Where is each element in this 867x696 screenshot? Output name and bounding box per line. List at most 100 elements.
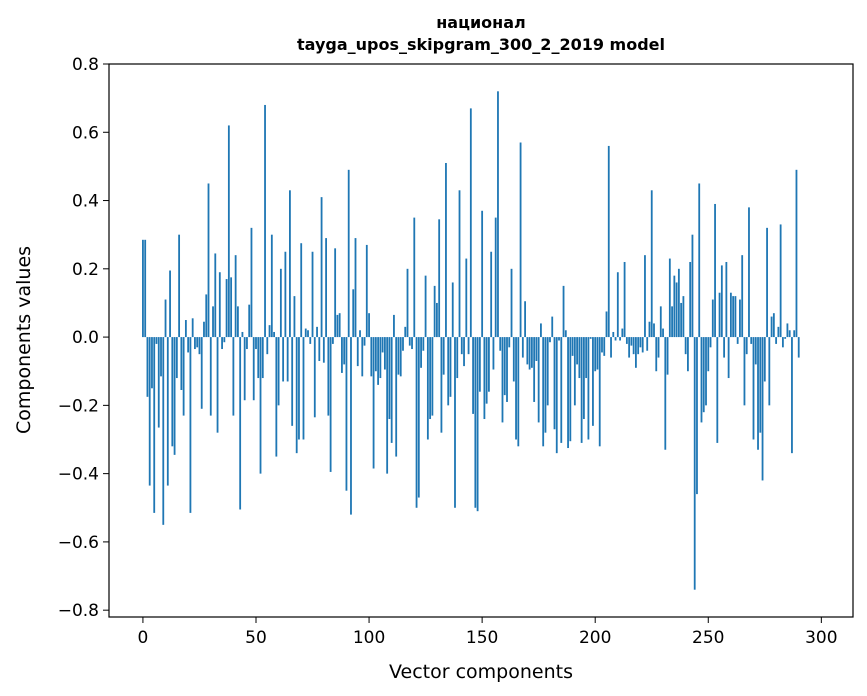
x-tick-label: 250 (692, 628, 724, 648)
bar-177 (542, 337, 545, 447)
bar-85 (334, 248, 337, 338)
bar-120 (413, 217, 416, 338)
bar-37 (225, 279, 228, 338)
bar-203 (601, 337, 603, 353)
bar-195 (582, 337, 585, 420)
bar-212 (621, 328, 624, 338)
bar-170 (526, 337, 529, 365)
bar-93 (352, 289, 355, 338)
y-axis-label: Components values (13, 246, 35, 434)
x-tick-label: 100 (353, 628, 385, 648)
bar-193 (578, 337, 581, 379)
bar-59 (275, 337, 278, 457)
bar-175 (537, 337, 540, 423)
bar-163 (510, 268, 513, 338)
bar-269 (750, 337, 753, 344)
bar-49 (252, 337, 255, 401)
bar-88 (341, 337, 343, 373)
bar-143 (465, 258, 468, 338)
bar-9 (162, 337, 165, 525)
bar-284 (784, 337, 787, 339)
bar-31 (212, 306, 214, 338)
bar-192 (576, 337, 579, 365)
bar-178 (544, 337, 547, 433)
bar-162 (508, 337, 511, 348)
bar-165 (515, 337, 517, 440)
bar-197 (587, 337, 590, 440)
bar-157 (497, 91, 499, 338)
bar-271 (754, 337, 757, 365)
bar-179 (546, 337, 549, 406)
bar-231 (664, 337, 667, 450)
bar-90 (345, 337, 348, 491)
x-tick-label: 50 (245, 628, 267, 648)
bar-262 (734, 296, 737, 338)
bar-184 (558, 337, 560, 341)
bar-216 (630, 337, 633, 346)
bar-112 (395, 337, 398, 457)
bar-5 (153, 337, 156, 513)
bar-45 (243, 337, 246, 401)
bar-286 (788, 330, 791, 338)
bar-259 (727, 337, 730, 379)
bar-73 (307, 330, 309, 338)
bar-172 (530, 337, 533, 368)
bar-267 (745, 337, 748, 355)
bar-224 (648, 321, 651, 338)
y-tick-label: 0.2 (72, 260, 99, 280)
bar-248 (702, 337, 705, 413)
bar-23 (194, 337, 196, 350)
bar-283 (781, 337, 784, 348)
bar-166 (517, 337, 520, 447)
bar-185 (560, 337, 563, 443)
bar-115 (402, 337, 404, 351)
bar-219 (637, 337, 640, 355)
bar-125 (424, 275, 427, 338)
bar-82 (327, 337, 330, 416)
bar-69 (298, 337, 300, 440)
bar-241 (687, 337, 689, 372)
bar-135 (447, 337, 450, 406)
bar-276 (766, 227, 768, 338)
bar-20 (187, 337, 190, 353)
y-tick-label: 0.8 (72, 55, 99, 75)
x-axis-label: Vector components (389, 661, 573, 683)
bar-81 (325, 238, 327, 338)
bar-87 (338, 313, 341, 338)
bar-282 (779, 224, 782, 338)
bar-156 (494, 217, 497, 338)
bar-236 (675, 282, 678, 338)
bar-118 (408, 337, 411, 346)
bars-group (142, 91, 800, 590)
bar-56 (268, 325, 271, 338)
bar-194 (580, 337, 583, 443)
bar-210 (616, 272, 619, 338)
bar-67 (293, 296, 296, 338)
bar-104 (377, 337, 380, 385)
x-tick-label: 200 (579, 628, 611, 648)
bar-106 (381, 337, 384, 353)
bar-103 (374, 337, 377, 372)
bar-39 (230, 277, 233, 338)
bar-40 (232, 337, 235, 416)
bar-180 (549, 337, 551, 343)
y-tick-label: −0.4 (58, 465, 99, 485)
bar-58 (273, 331, 275, 338)
bar-145 (469, 108, 472, 338)
bar-206 (607, 145, 610, 338)
bar-277 (768, 337, 771, 406)
bar-13 (171, 337, 174, 447)
bar-153 (488, 337, 490, 392)
bar-257 (723, 337, 726, 358)
chart-title: национал (436, 13, 525, 32)
bar-202 (598, 337, 601, 447)
bar-42 (237, 306, 239, 338)
bar-278 (770, 316, 773, 338)
x-tick-label: 0 (138, 628, 149, 648)
bar-132 (440, 337, 443, 433)
bar-80 (322, 337, 325, 363)
bar-274 (761, 337, 764, 481)
bar-121 (415, 337, 418, 508)
bar-55 (266, 337, 269, 355)
bar-154 (490, 251, 493, 338)
